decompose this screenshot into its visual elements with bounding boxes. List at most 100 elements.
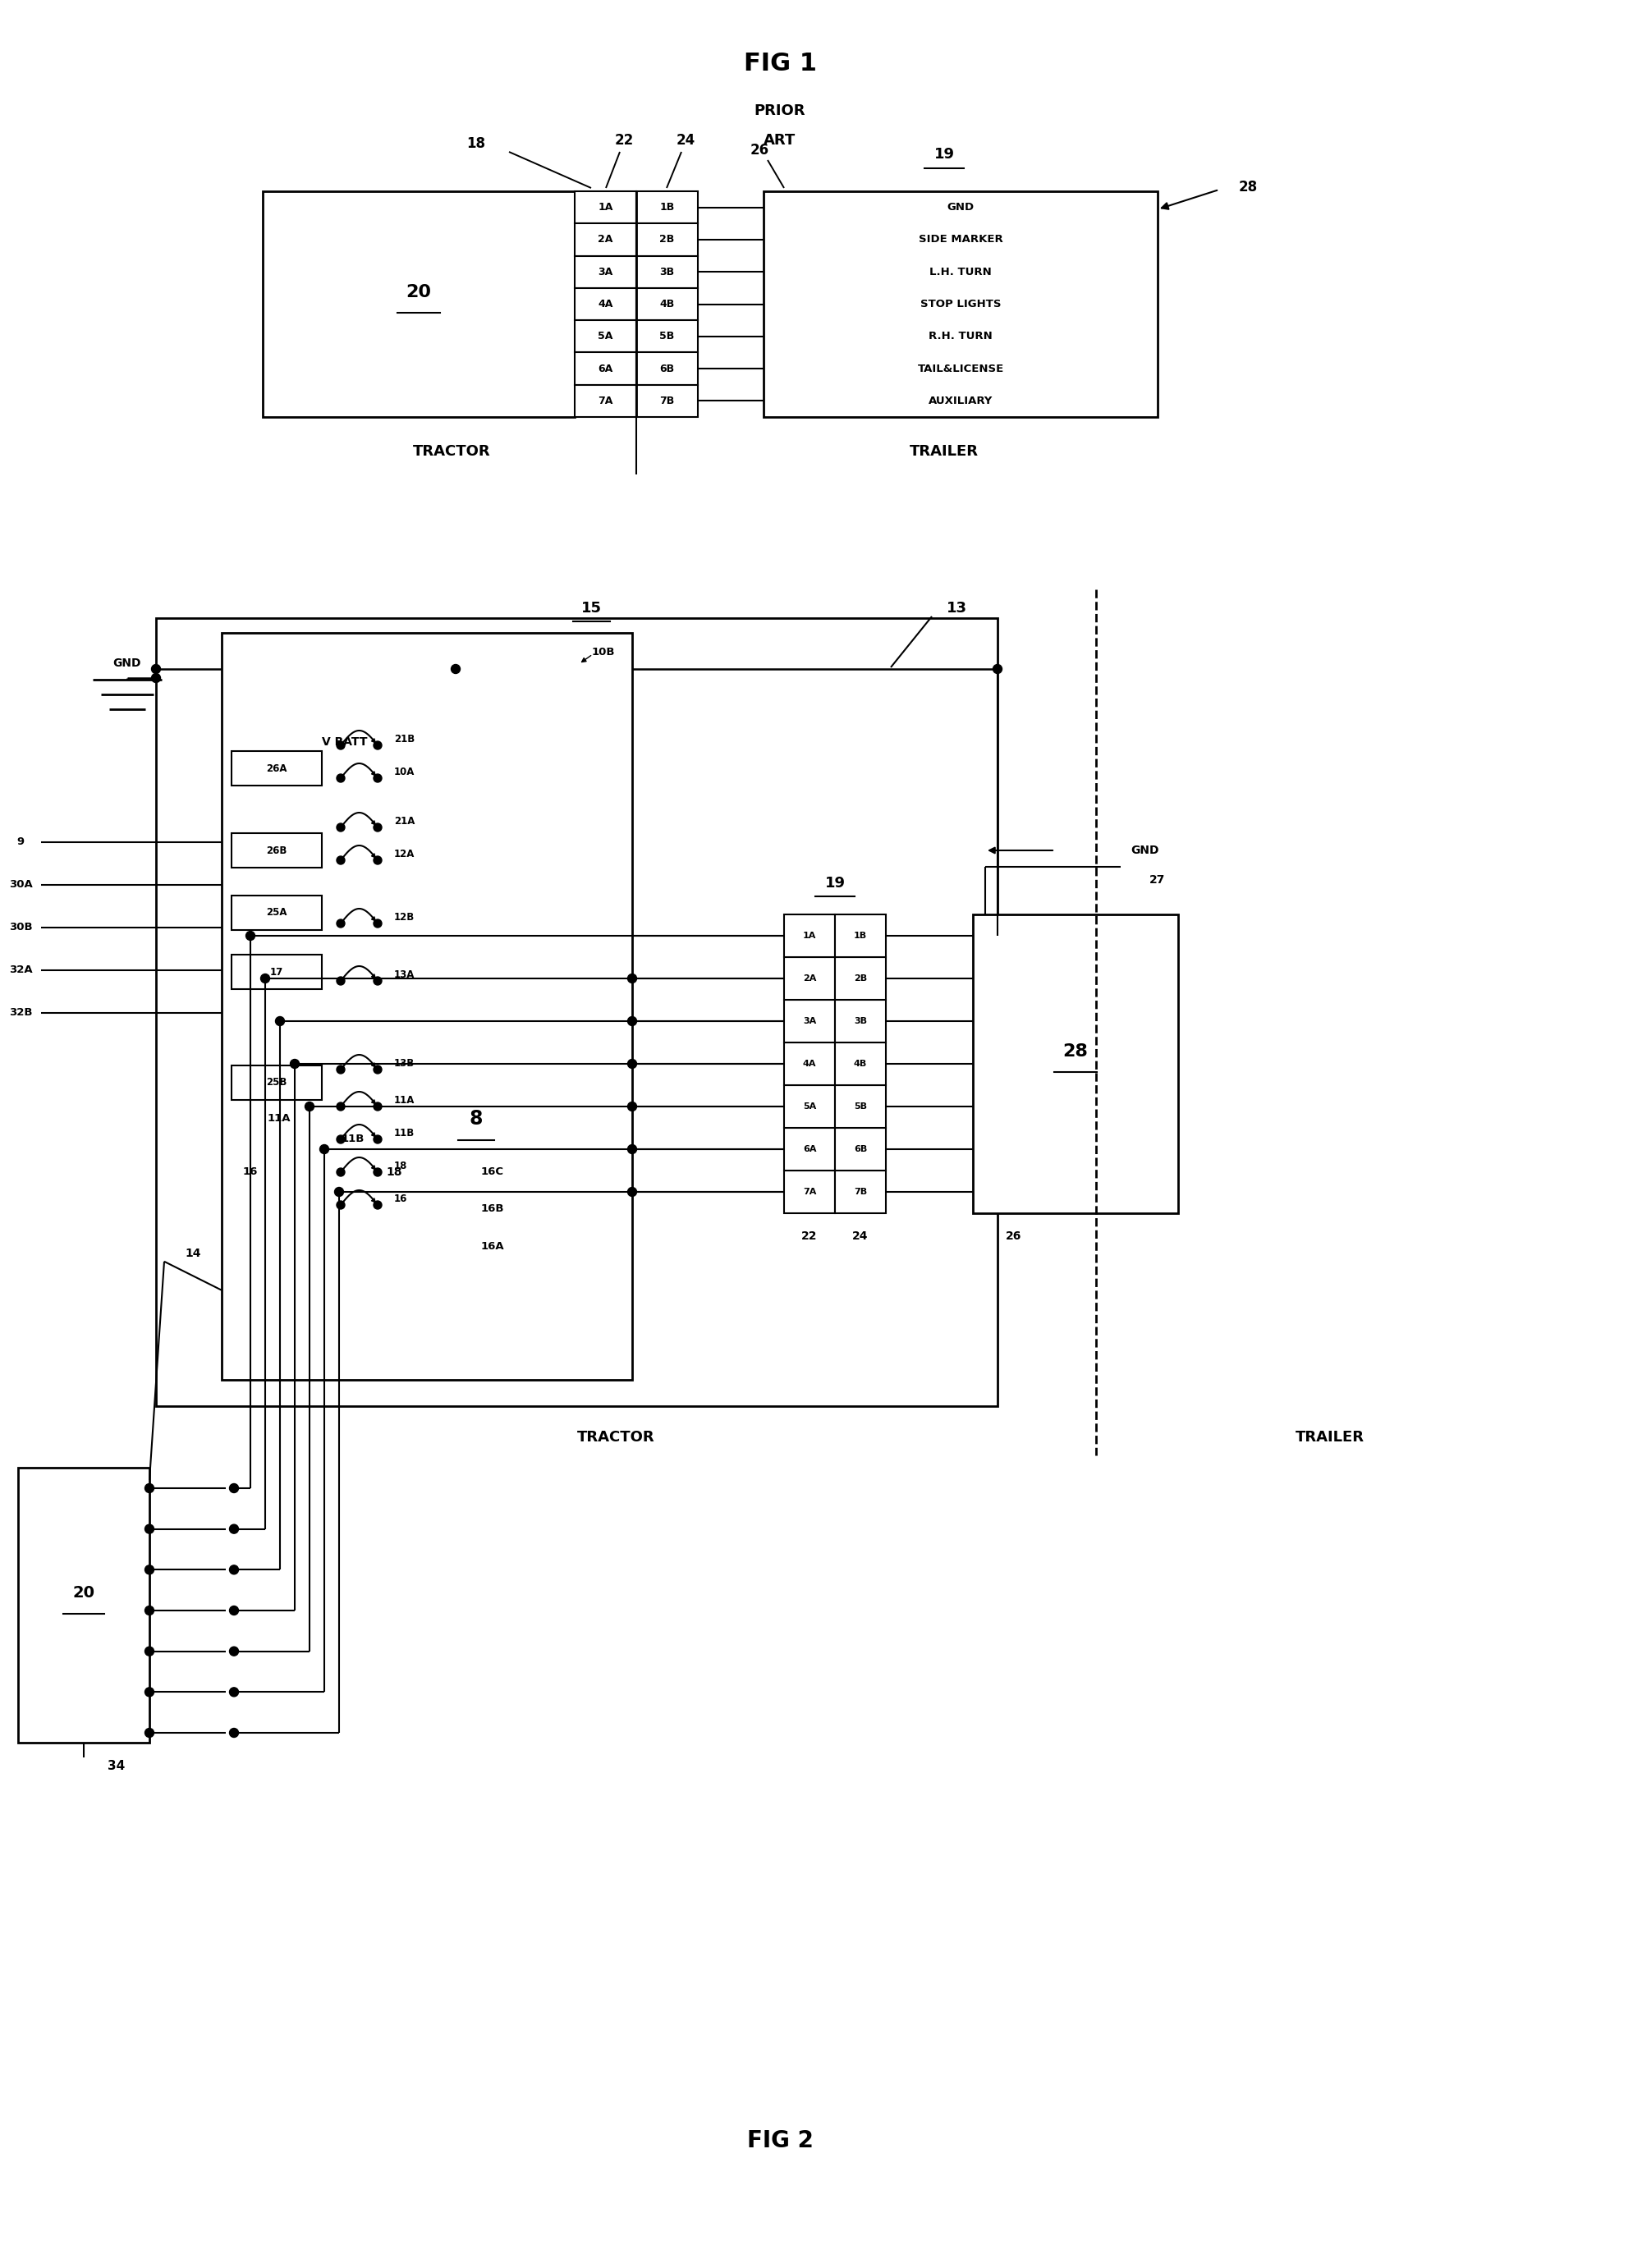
Text: 25A: 25A — [266, 907, 287, 919]
Text: 21A: 21A — [394, 816, 415, 828]
Text: 21B: 21B — [394, 735, 415, 744]
Bar — [785, 1000, 836, 1043]
Circle shape — [452, 665, 460, 674]
Circle shape — [151, 665, 161, 674]
Bar — [972, 914, 1179, 1213]
Text: PRIOR: PRIOR — [754, 104, 806, 118]
Text: 28: 28 — [1062, 1043, 1089, 1059]
Text: 6A: 6A — [803, 1145, 816, 1154]
Circle shape — [374, 1066, 383, 1073]
Circle shape — [337, 823, 345, 832]
Text: 2A: 2A — [803, 975, 816, 982]
Bar — [785, 957, 836, 1000]
Text: 26: 26 — [1007, 1232, 1021, 1243]
Text: 22: 22 — [614, 134, 634, 147]
Circle shape — [335, 1188, 343, 1198]
Text: 17: 17 — [269, 966, 284, 978]
Text: 15: 15 — [581, 601, 601, 615]
Circle shape — [337, 1066, 345, 1073]
Circle shape — [337, 1136, 345, 1143]
Text: 5B: 5B — [660, 331, 675, 342]
Text: L.H. TURN: L.H. TURN — [929, 268, 992, 277]
Circle shape — [337, 1168, 345, 1177]
Text: 6A: 6A — [598, 363, 612, 374]
Bar — [785, 914, 836, 957]
Circle shape — [276, 1016, 284, 1025]
Circle shape — [374, 978, 383, 984]
Text: 7B: 7B — [854, 1188, 867, 1195]
Text: 19: 19 — [824, 875, 846, 891]
Text: 13A: 13A — [394, 971, 415, 980]
Bar — [637, 288, 698, 320]
Text: 8: 8 — [470, 1109, 483, 1127]
Text: R.H. TURN: R.H. TURN — [929, 331, 992, 342]
Text: 27: 27 — [1149, 873, 1166, 887]
Text: 26A: 26A — [266, 762, 287, 773]
Text: FIG 1: FIG 1 — [744, 52, 816, 75]
Text: 11A: 11A — [394, 1095, 415, 1107]
Text: TRACTOR: TRACTOR — [576, 1429, 655, 1445]
Text: 5A: 5A — [803, 1102, 816, 1111]
Circle shape — [320, 1145, 328, 1154]
Text: 22: 22 — [801, 1232, 818, 1243]
Text: 9: 9 — [16, 837, 25, 848]
Bar — [575, 288, 637, 320]
Text: 32B: 32B — [8, 1007, 33, 1018]
Text: 16A: 16A — [481, 1241, 504, 1252]
Circle shape — [374, 773, 383, 782]
Text: 7A: 7A — [803, 1188, 816, 1195]
Bar — [836, 914, 887, 957]
Circle shape — [337, 773, 345, 782]
Text: 2B: 2B — [660, 234, 675, 245]
Circle shape — [144, 1565, 154, 1574]
Bar — [637, 225, 698, 256]
Bar — [18, 1467, 149, 1742]
Circle shape — [374, 919, 383, 928]
Bar — [232, 1066, 322, 1100]
Circle shape — [144, 1728, 154, 1737]
Text: SIDE MARKER: SIDE MARKER — [918, 234, 1003, 245]
Circle shape — [230, 1728, 238, 1737]
Text: 16: 16 — [243, 1166, 258, 1177]
Text: 4B: 4B — [660, 299, 675, 308]
Circle shape — [144, 1687, 154, 1696]
Text: 26: 26 — [750, 143, 768, 156]
Text: 3B: 3B — [854, 1016, 867, 1025]
Circle shape — [374, 1136, 383, 1143]
Circle shape — [144, 1524, 154, 1533]
Text: 24: 24 — [852, 1232, 869, 1243]
Circle shape — [337, 978, 345, 984]
Bar — [263, 717, 427, 767]
Bar — [785, 1127, 836, 1170]
Text: STOP LIGHTS: STOP LIGHTS — [920, 299, 1002, 308]
Bar — [836, 1127, 887, 1170]
Bar — [836, 1084, 887, 1127]
Text: 19: 19 — [934, 147, 954, 161]
Text: 30A: 30A — [8, 880, 33, 889]
Text: 18: 18 — [466, 136, 486, 152]
Bar — [836, 957, 887, 1000]
Text: 34: 34 — [108, 1760, 125, 1771]
Text: 5B: 5B — [854, 1102, 867, 1111]
Text: GND: GND — [113, 658, 141, 669]
Text: 1B: 1B — [660, 202, 675, 213]
Circle shape — [374, 1168, 383, 1177]
Text: 12A: 12A — [394, 848, 415, 860]
Bar — [575, 191, 637, 225]
Circle shape — [337, 919, 345, 928]
Bar — [232, 832, 322, 869]
Text: 7A: 7A — [598, 395, 612, 406]
Bar — [575, 320, 637, 352]
Circle shape — [305, 1102, 314, 1111]
Circle shape — [337, 1200, 345, 1209]
Circle shape — [230, 1647, 238, 1656]
Circle shape — [374, 823, 383, 832]
Text: 26B: 26B — [266, 846, 287, 855]
Circle shape — [230, 1483, 238, 1492]
Text: GND: GND — [1131, 844, 1159, 855]
Bar — [575, 225, 637, 256]
Bar — [785, 1170, 836, 1213]
Bar — [232, 751, 322, 785]
Text: AUXILIARY: AUXILIARY — [928, 395, 993, 406]
Bar — [222, 633, 632, 1379]
